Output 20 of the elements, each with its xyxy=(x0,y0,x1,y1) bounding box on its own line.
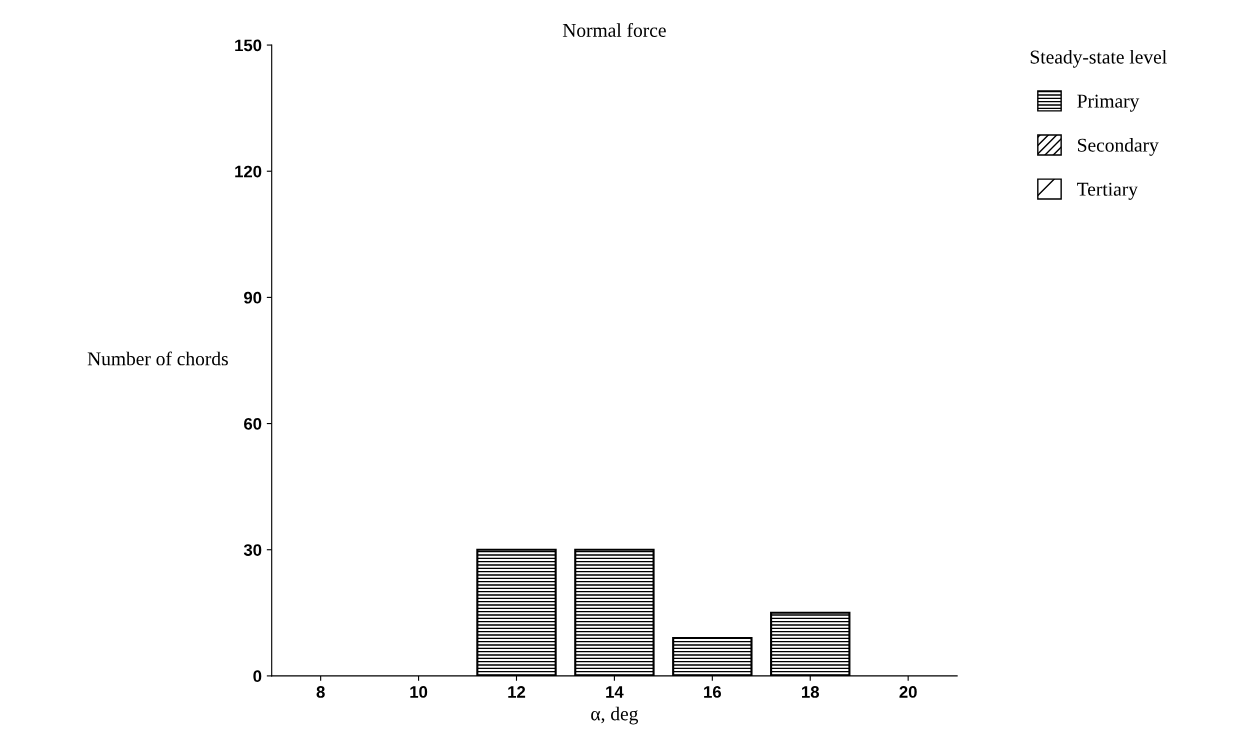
chart-title: Normal force xyxy=(562,23,666,37)
legend-title: Steady-state level xyxy=(1030,49,1167,68)
y-axis-title: Number of chords xyxy=(87,351,228,366)
y-tick-label: 30 xyxy=(243,544,262,556)
x-tick-label: 14 xyxy=(606,686,624,698)
x-tick-label: 20 xyxy=(899,686,917,698)
legend-label: Tertiary xyxy=(1077,182,1138,200)
x-tick-label: 10 xyxy=(410,686,428,698)
y-tick-label: 60 xyxy=(244,417,262,430)
x-tick-label: 12 xyxy=(508,686,526,698)
y-tick-label: 120 xyxy=(235,165,262,178)
legend-label: Secondary xyxy=(1078,138,1159,156)
x-axis-title: α, deg xyxy=(591,706,639,725)
x-tick-label: 16 xyxy=(704,686,721,698)
y-tick-label: 90 xyxy=(244,291,262,304)
x-tick-label: 8 xyxy=(316,686,325,698)
y-tick-label: 0 xyxy=(253,670,262,683)
legend-label: Primary xyxy=(1077,94,1140,112)
x-tick-label: 18 xyxy=(802,686,820,698)
y-tick-label: 150 xyxy=(235,39,262,52)
